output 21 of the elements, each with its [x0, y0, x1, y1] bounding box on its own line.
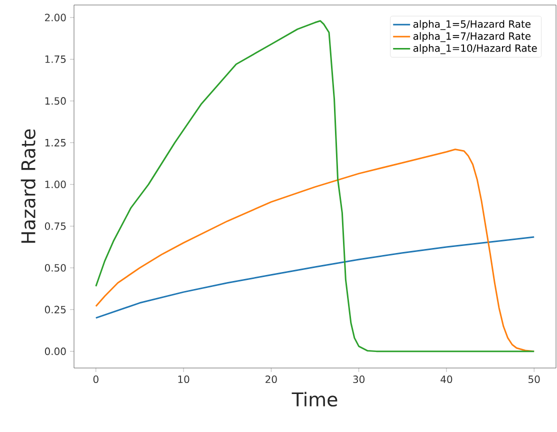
- legend-label: alpha_1=5/Hazard Rate: [413, 20, 531, 30]
- x-axis-title: Time: [292, 392, 338, 407]
- x-tick-label: 20: [266, 376, 277, 384]
- y-tick-label: 0.25: [44, 306, 66, 314]
- legend-label: alpha_1=7/Hazard Rate: [413, 32, 531, 42]
- y-tick-label: 0.00: [44, 348, 66, 356]
- legend-label: alpha_1=10/Hazard Rate: [413, 44, 537, 54]
- x-tick-label: 50: [528, 376, 540, 384]
- y-tick-label: 1.25: [45, 138, 66, 146]
- x-tick-label: 40: [440, 376, 452, 384]
- x-tick-label: 0: [93, 376, 98, 384]
- y-tick-label: 0.75: [44, 222, 66, 230]
- y-tick-label: 1.50: [45, 97, 66, 105]
- x-tick-label: 30: [353, 376, 365, 384]
- y-tick-label: 1.75: [45, 56, 66, 63]
- x-tick-label: 10: [178, 376, 190, 384]
- y-tick-label: 1.00: [45, 180, 66, 188]
- y-axis-title: Hazard Rate: [20, 129, 36, 243]
- y-tick-label: 0.50: [44, 264, 66, 272]
- line-series: [95, 236, 535, 319]
- y-tick-label: 2.00: [45, 14, 66, 22]
